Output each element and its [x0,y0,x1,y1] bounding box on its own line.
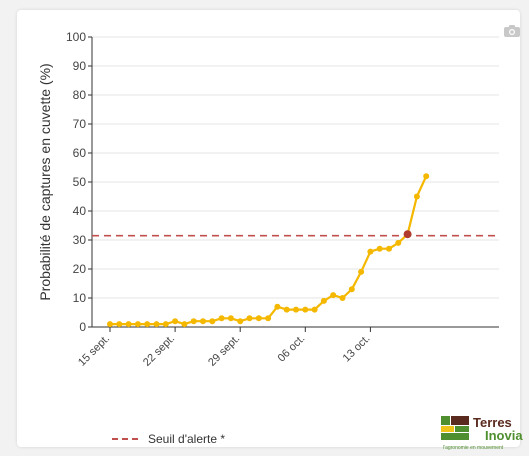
y-tick-label: 50 [73,175,87,189]
y-tick-label: 80 [73,88,87,102]
chart-card: 0 10 20 30 40 50 60 70 80 90 100 15 sept. 22 sept. 29… [17,10,523,451]
y-tick-label: 40 [73,204,87,218]
x-tick-label: 22 sept. [141,333,177,369]
data-point [293,306,299,313]
y-tick-label: 70 [73,117,87,131]
data-point [358,268,365,275]
data-point [348,286,355,293]
camera-icon-graphic [504,25,520,37]
y-tick-label: 100 [66,30,86,44]
logo-name-terres: Terres [473,415,512,430]
y-tick-label: 30 [73,233,87,247]
data-point [144,321,151,328]
logo-mark [441,416,469,440]
data-point [107,321,113,328]
data-point [274,303,281,310]
data-point [320,297,327,304]
data-point [116,321,123,328]
data-point [265,315,272,322]
data-point [339,295,346,301]
legend-dash-swatch [112,438,138,440]
y-tick-label: 20 [73,262,87,276]
line-chart: 0 10 20 30 40 50 60 70 80 90 100 15 sept. 22 sept. 29… [37,30,499,369]
data-point [153,321,160,328]
y-tick-label: 90 [73,59,87,73]
data-point [255,315,262,322]
x-tick-label: 13 oct. [341,333,373,365]
data-point [413,193,420,200]
data-point [162,321,169,328]
data-point [386,245,392,252]
data-point [246,315,253,322]
data-point [190,318,197,325]
data-point [227,315,234,322]
data-point [237,318,244,325]
y-axis-title: Probabilité de captures en cuvette (%) [37,63,53,300]
legend-label: Seuil d'alerte * [148,432,226,446]
data-point [209,318,216,325]
y-tick-label: 0 [79,320,86,334]
data-point [218,315,225,322]
data-point [172,318,179,325]
data-point [311,306,318,313]
logo-tagline: l'agronomie en mouvement [443,445,504,451]
data-point [395,239,402,246]
legend: Seuil d'alerte * [112,432,225,446]
data-point [367,248,374,255]
y-tick-label: 10 [73,291,87,305]
x-tick-label: 29 sept. [206,333,242,369]
data-point [376,245,383,252]
data-point [125,321,132,328]
x-tick-label: 06 oct. [276,333,308,365]
data-point [134,321,141,328]
highlight-point [403,230,412,239]
data-point [200,318,206,325]
logo-name-inovia: Inovia [485,428,523,443]
x-tick-label: 15 sept. [76,333,112,369]
data-point [283,306,290,313]
data-point [181,321,188,328]
y-tick-label: 60 [73,146,87,160]
data-point [302,306,309,313]
data-point [423,173,430,180]
terres-inovia-logo: Terres Inovia l'agronomie en mouvement [441,416,529,456]
data-point [330,292,337,299]
camera-icon[interactable] [503,24,521,38]
